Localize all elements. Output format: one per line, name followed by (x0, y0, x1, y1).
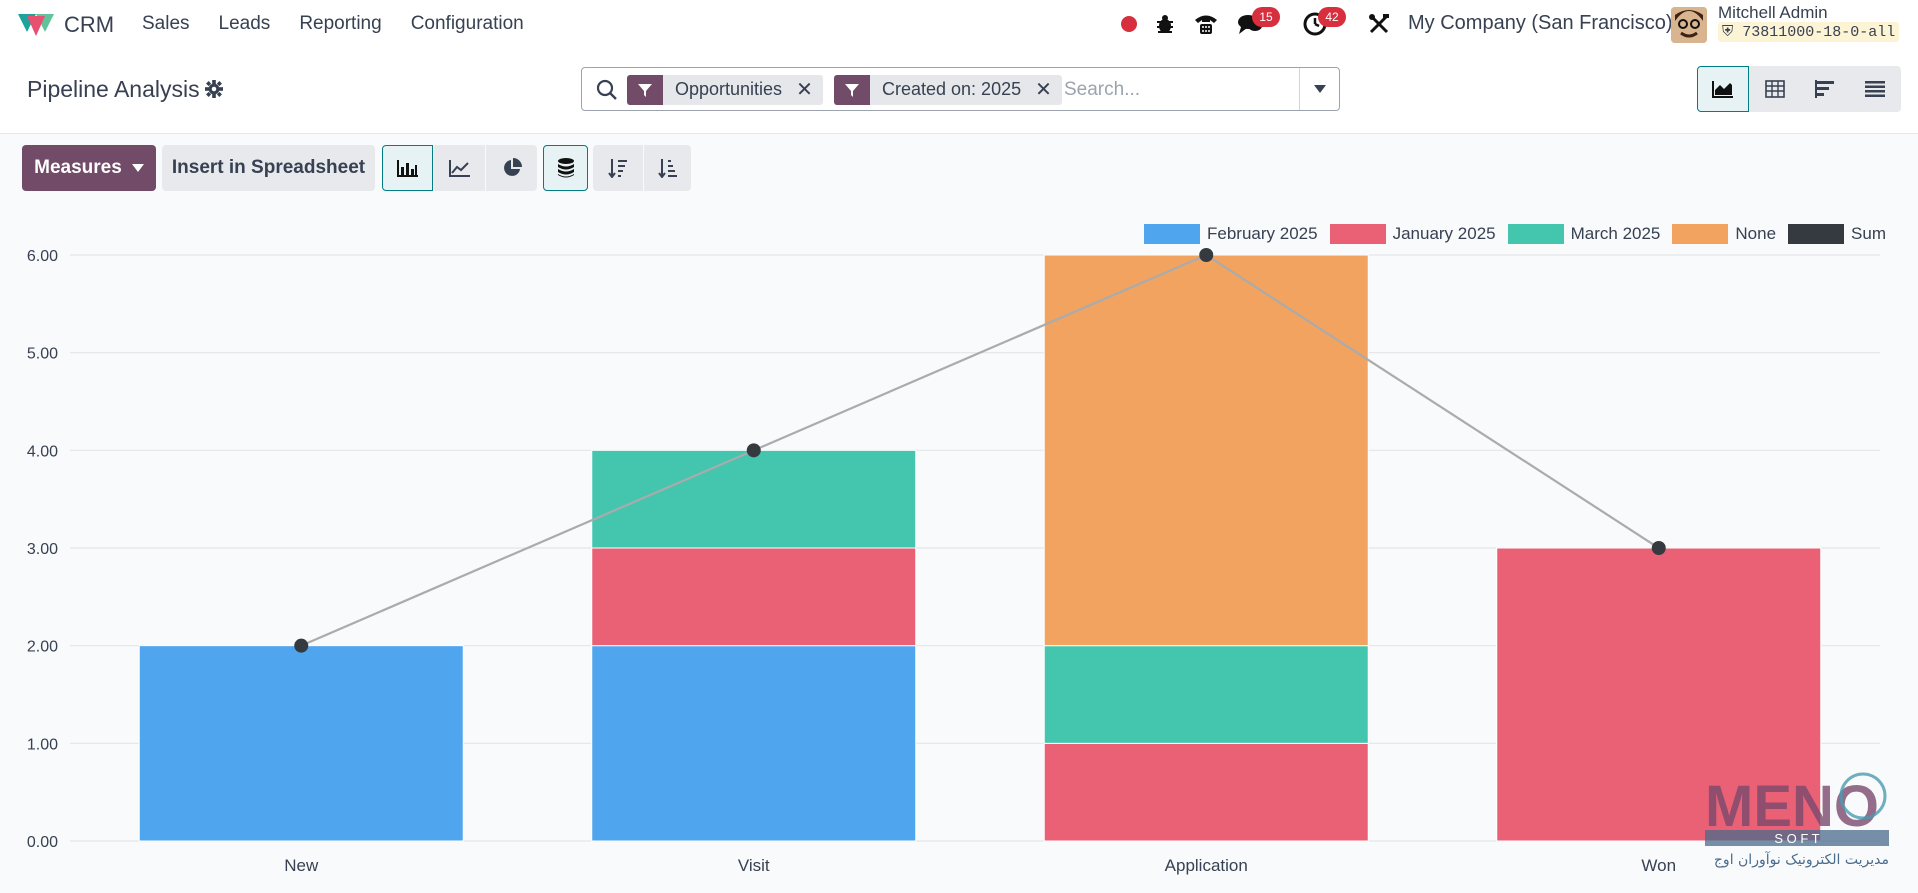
x-tick-label: Application (1165, 856, 1248, 875)
user-avatar[interactable] (1671, 7, 1707, 43)
debug-bug-icon[interactable] (1150, 0, 1180, 48)
bar-application-1 (1043, 742, 1369, 842)
sort-ascending-icon (657, 159, 677, 178)
measures-label: Measures (34, 157, 122, 178)
sum-point (1651, 541, 1666, 555)
view-pivot-button[interactable] (1749, 66, 1801, 112)
sum-line (300, 253, 1660, 647)
app-name[interactable]: CRM (64, 12, 115, 37)
watermark-brand: MENO (1705, 774, 1879, 839)
watermark-tagline: مدیریت الکترونیک نوآوران اوج (1714, 851, 1889, 868)
bar-new-0 (138, 645, 464, 842)
x-tick-label: New (284, 856, 319, 875)
insert-spreadsheet-button[interactable]: Insert in Spreadsheet (162, 145, 375, 191)
legend-swatch-february[interactable] (1144, 224, 1200, 244)
legend-label-none[interactable]: None (1735, 224, 1777, 243)
x-tick-label: Won (1641, 856, 1676, 875)
gear-icon[interactable] (205, 80, 223, 98)
watermark-subtitle: S O F T (1774, 831, 1819, 846)
menu-sales[interactable]: Sales (142, 13, 190, 34)
main-menu: Sales Leads Reporting Configuration (142, 13, 553, 35)
table-icon (1765, 80, 1785, 98)
bar-chart-icon (396, 160, 418, 177)
meno-soft-watermark: MENO S O F T مدیریت الکترونیک نوآوران او… (1705, 768, 1889, 868)
company-switcher[interactable]: My Company (San Francisco) (1408, 12, 1673, 34)
sum-point (1199, 248, 1214, 262)
menu-reporting[interactable]: Reporting (299, 13, 382, 34)
sort-descending-icon (608, 159, 627, 178)
view-cohort-button[interactable] (1799, 66, 1851, 112)
sum-point (294, 638, 309, 653)
page-title[interactable]: Pipeline Analysis (27, 76, 200, 102)
phone-icon[interactable] (1190, 0, 1222, 48)
x-tick-label: Visit (738, 856, 770, 875)
menu-leads[interactable]: Leads (218, 13, 271, 34)
sum-point (746, 443, 761, 458)
cohort-bars-icon (1815, 80, 1834, 98)
filter-icon (627, 75, 663, 105)
sort-ascending-button[interactable] (644, 145, 691, 191)
meno-logo-icon: MENO S O F T مدیریت الکترونیک نوآوران او… (1705, 772, 1889, 868)
legend-swatch-march[interactable] (1507, 224, 1564, 244)
facet-label: Created on: 2025 (882, 79, 1022, 99)
activities-badge: 42 (1318, 7, 1346, 27)
search-bar: Opportunities ✕ Created on: 2025 ✕ (581, 67, 1340, 111)
database-name-label: 73811000-18-0-all (1742, 24, 1896, 41)
bar-visit-0 (591, 645, 917, 842)
area-chart-icon (1712, 81, 1733, 98)
filter-icon (834, 75, 870, 105)
y-tick-label: 5.00 (27, 346, 58, 363)
y-tick-label: 0.00 (27, 834, 58, 851)
line-chart-icon (448, 160, 470, 177)
search-options-toggle[interactable] (1299, 68, 1339, 110)
y-tick-label: 2.00 (27, 639, 58, 656)
measures-button[interactable]: Measures (22, 145, 156, 191)
chart-legend: February 2025 January 2025 March 2025 No… (1144, 224, 1886, 244)
stacked-toggle-button[interactable] (543, 145, 588, 191)
record-icon[interactable] (1116, 0, 1142, 48)
view-list-button[interactable] (1849, 66, 1901, 112)
bar-chart-button[interactable] (382, 145, 433, 191)
database-name: ⛨ 73811000-18-0-all (1718, 22, 1900, 42)
y-tick-label: 3.00 (27, 541, 58, 558)
control-panel: Pipeline Analysis Opportunities ✕ Create… (0, 48, 1918, 134)
legend-label-march[interactable]: March 2025 (1570, 224, 1661, 243)
y-tick-label: 6.00 (27, 248, 58, 265)
bar-visit-2 (591, 449, 917, 549)
crm-logo-icon[interactable] (18, 10, 54, 38)
legend-swatch-january[interactable] (1329, 224, 1386, 244)
legend-label-sum[interactable]: Sum (1851, 224, 1886, 243)
messages-badge: 15 (1252, 7, 1280, 27)
search-icon[interactable] (596, 79, 618, 101)
search-input[interactable] (1064, 76, 1284, 104)
menu-configuration[interactable]: Configuration (410, 13, 524, 34)
user-name[interactable]: Mitchell Admin (1718, 3, 1828, 22)
view-graph-button[interactable] (1697, 66, 1749, 112)
caret-down-icon (1313, 85, 1326, 93)
top-navbar: CRM Sales Leads Reporting Configuration … (0, 0, 1918, 48)
legend-swatch-none[interactable] (1672, 224, 1729, 244)
facet-created-on: Created on: 2025 ✕ (834, 75, 1062, 105)
legend-label-january[interactable]: January 2025 (1392, 224, 1496, 243)
line-chart-button[interactable] (434, 145, 485, 191)
facet-remove-icon[interactable]: ✕ (1035, 79, 1052, 101)
caret-down-icon (131, 164, 144, 172)
pie-chart-icon (503, 158, 522, 176)
settings-tools-icon[interactable] (1364, 0, 1394, 48)
bar-application-3 (1043, 254, 1369, 647)
bar-application-2 (1043, 645, 1369, 744)
legend-swatch-sum[interactable] (1788, 224, 1845, 244)
bar-visit-1 (591, 547, 917, 647)
y-tick-label: 4.00 (27, 443, 58, 460)
list-icon (1865, 81, 1885, 97)
pie-chart-button[interactable] (486, 145, 537, 191)
facet-remove-icon[interactable]: ✕ (796, 79, 813, 101)
sort-descending-button[interactable] (593, 145, 643, 191)
facet-opportunities: Opportunities ✕ (627, 75, 823, 105)
database-icon: ⛨ (1722, 24, 1734, 41)
legend-label-february[interactable]: February 2025 (1207, 224, 1318, 243)
y-tick-label: 1.00 (27, 736, 58, 753)
facet-label: Opportunities (675, 79, 783, 99)
database-stack-icon (557, 158, 574, 178)
